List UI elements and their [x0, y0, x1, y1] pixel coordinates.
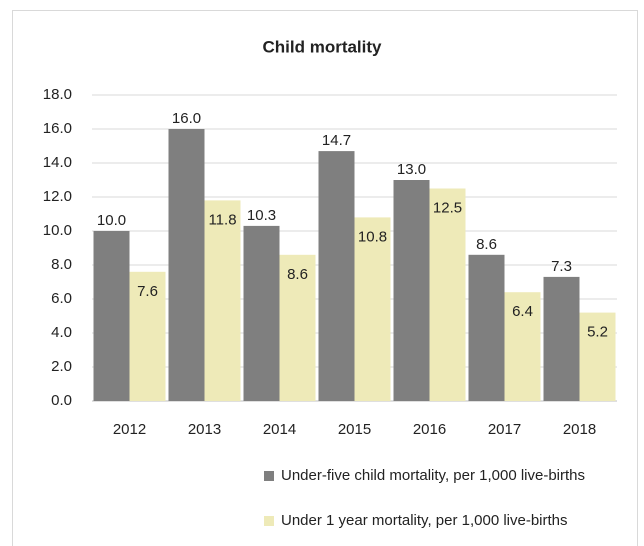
bar	[93, 231, 130, 401]
bar	[168, 129, 205, 401]
bar	[543, 276, 580, 401]
data-label: 10.3	[247, 207, 276, 224]
data-label: 16.0	[172, 110, 201, 127]
y-tick-label: 0.0	[51, 392, 72, 409]
legend-label: Under-five child mortality, per 1,000 li…	[281, 467, 585, 484]
x-tick-label: 2013	[188, 421, 221, 438]
data-label: 8.6	[476, 236, 497, 253]
bar	[504, 292, 541, 401]
x-tick-label: 2017	[488, 421, 521, 438]
bar	[429, 188, 466, 401]
legend-swatch	[264, 516, 274, 526]
bar	[468, 254, 505, 401]
bar	[243, 225, 280, 401]
data-label: 6.4	[512, 303, 533, 320]
y-tick-label: 2.0	[51, 358, 72, 375]
legend-swatch	[264, 471, 274, 481]
data-label: 13.0	[397, 161, 426, 178]
data-label: 7.3	[551, 258, 572, 275]
bar	[393, 180, 430, 401]
data-label: 10.8	[358, 228, 387, 245]
legend-label: Under 1 year mortality, per 1,000 live-b…	[281, 512, 568, 529]
data-label: 8.6	[287, 266, 308, 283]
y-tick-label: 16.0	[43, 120, 72, 137]
data-label: 11.8	[208, 211, 236, 228]
data-label: 12.5	[433, 199, 462, 216]
bar	[279, 254, 316, 401]
y-tick-label: 8.0	[51, 256, 72, 273]
y-tick-label: 6.0	[51, 290, 72, 307]
bar	[129, 271, 166, 401]
bar	[318, 151, 355, 401]
chart-title: Child mortality	[262, 37, 382, 56]
x-tick-label: 2015	[338, 421, 371, 438]
data-label: 10.0	[97, 212, 126, 229]
y-tick-label: 10.0	[43, 222, 72, 239]
data-label: 5.2	[587, 324, 608, 341]
x-tick-label: 2012	[113, 421, 146, 438]
x-tick-label: 2016	[413, 421, 446, 438]
bar	[579, 312, 616, 401]
y-tick-label: 18.0	[43, 86, 72, 103]
y-tick-label: 4.0	[51, 324, 72, 341]
y-tick-label: 12.0	[43, 188, 72, 205]
x-tick-label: 2018	[563, 421, 596, 438]
data-label: 7.6	[137, 283, 158, 300]
data-label: 14.7	[322, 132, 351, 149]
y-tick-label: 14.0	[43, 154, 72, 171]
bar	[204, 200, 241, 401]
bar	[354, 217, 391, 401]
x-tick-label: 2014	[263, 421, 296, 438]
